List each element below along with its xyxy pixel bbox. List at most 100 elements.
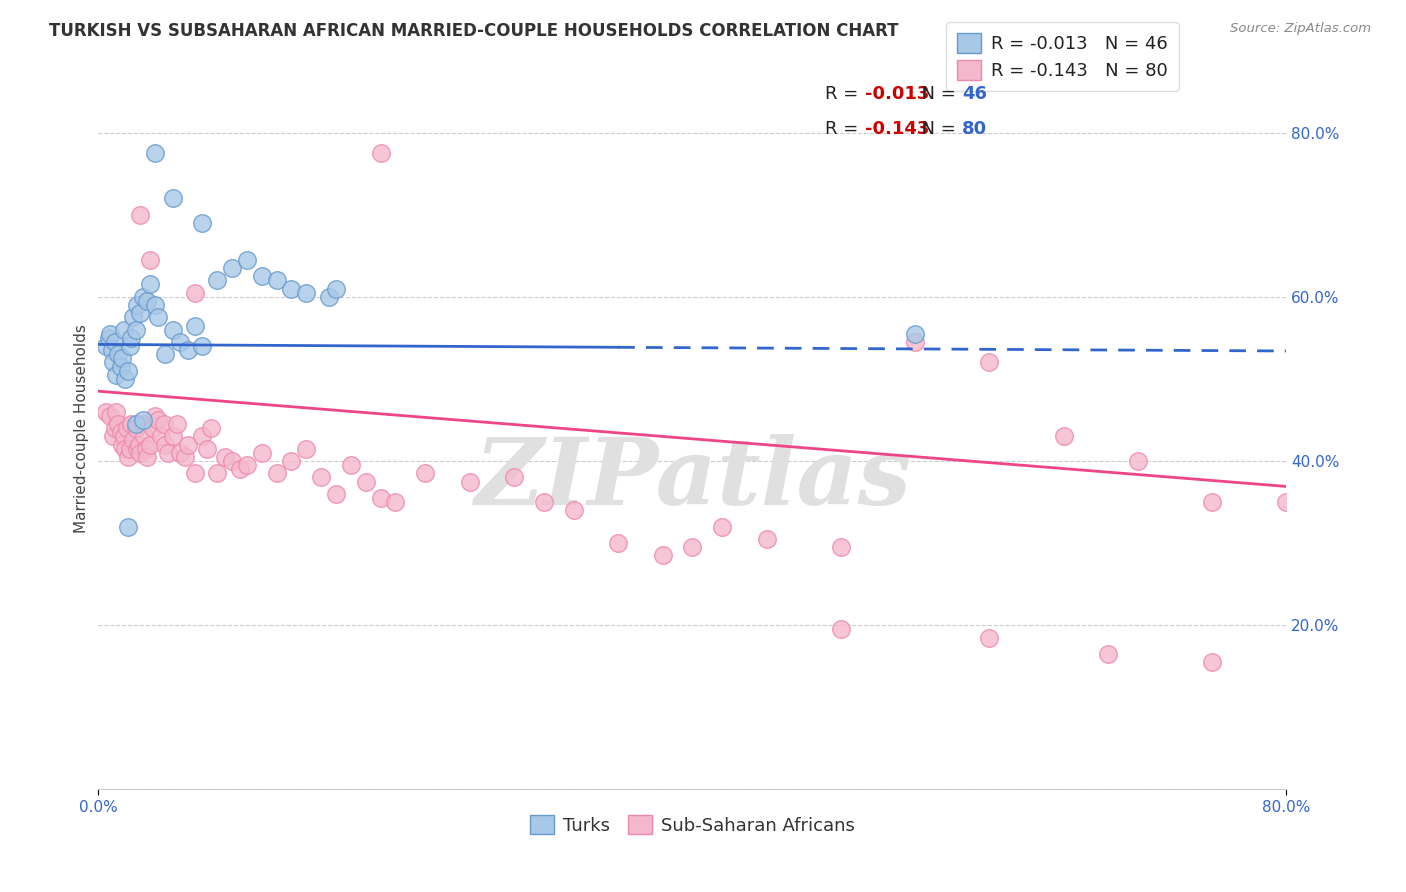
Point: [155, 347, 177, 361]
Point: [98, 409, 121, 423]
Point: [354, 475, 377, 489]
Point: [103, 429, 125, 443]
Point: [1053, 429, 1076, 443]
Point: [205, 273, 228, 287]
Point: [117, 519, 139, 533]
Point: [176, 343, 198, 358]
Point: [139, 437, 162, 451]
Point: [110, 359, 132, 374]
Point: [1201, 655, 1223, 669]
Point: [117, 364, 139, 378]
Point: [149, 429, 172, 443]
Point: [280, 282, 302, 296]
Point: [904, 326, 927, 341]
Point: [681, 540, 703, 554]
Point: [129, 306, 152, 320]
Text: 46: 46: [962, 85, 987, 103]
Point: [904, 334, 927, 349]
Point: [651, 549, 673, 563]
Point: [103, 355, 125, 369]
Point: [146, 310, 169, 325]
Point: [107, 417, 129, 431]
Point: [979, 355, 1001, 369]
Point: [607, 536, 630, 550]
Point: [132, 417, 155, 431]
Point: [94, 405, 117, 419]
Y-axis label: Married-couple Households: Married-couple Households: [75, 324, 89, 533]
Point: [134, 429, 156, 443]
Text: -0.143: -0.143: [865, 120, 929, 138]
Point: [111, 437, 134, 451]
Point: [117, 450, 139, 464]
Point: [115, 421, 138, 435]
Point: [384, 495, 406, 509]
Point: [370, 146, 392, 161]
Point: [142, 421, 165, 435]
Text: R =: R =: [825, 120, 865, 138]
Point: [309, 470, 332, 484]
Point: [124, 323, 146, 337]
Text: N =: N =: [910, 120, 962, 138]
Point: [169, 446, 191, 460]
Point: [200, 421, 222, 435]
Point: [98, 326, 121, 341]
Point: [112, 323, 135, 337]
Point: [191, 339, 214, 353]
Point: [318, 290, 340, 304]
Point: [166, 417, 188, 431]
Point: [105, 405, 128, 419]
Point: [120, 417, 142, 431]
Point: [118, 339, 141, 353]
Point: [120, 331, 142, 345]
Point: [413, 467, 436, 481]
Point: [101, 343, 124, 358]
Point: [124, 421, 146, 435]
Point: [135, 442, 157, 456]
Point: [97, 331, 120, 345]
Point: [325, 282, 347, 296]
Point: [830, 623, 852, 637]
Point: [143, 146, 166, 161]
Point: [191, 216, 214, 230]
Point: [146, 413, 169, 427]
Point: [370, 491, 392, 505]
Point: [139, 277, 162, 292]
Point: [112, 429, 135, 443]
Point: [266, 467, 288, 481]
Point: [325, 487, 347, 501]
Point: [105, 368, 128, 382]
Point: [184, 285, 207, 300]
Point: [205, 467, 228, 481]
Point: [125, 442, 148, 456]
Text: R =: R =: [825, 85, 865, 103]
Point: [1275, 495, 1298, 509]
Point: [340, 458, 363, 472]
Point: [176, 437, 198, 451]
Point: [128, 437, 150, 451]
Point: [250, 269, 273, 284]
Text: Source: ZipAtlas.com: Source: ZipAtlas.com: [1230, 22, 1371, 36]
Point: [162, 429, 184, 443]
Point: [295, 285, 318, 300]
Legend: Turks, Sub-Saharan Africans: Turks, Sub-Saharan Africans: [523, 807, 862, 842]
Point: [125, 298, 148, 312]
Point: [266, 273, 288, 287]
Point: [280, 454, 302, 468]
Text: 80: 80: [962, 120, 987, 138]
Point: [830, 540, 852, 554]
Point: [214, 450, 236, 464]
Point: [114, 372, 136, 386]
Point: [1097, 647, 1119, 661]
Point: [250, 446, 273, 460]
Text: TURKISH VS SUBSAHARAN AFRICAN MARRIED-COUPLE HOUSEHOLDS CORRELATION CHART: TURKISH VS SUBSAHARAN AFRICAN MARRIED-CO…: [49, 22, 898, 40]
Point: [1201, 495, 1223, 509]
Point: [104, 421, 127, 435]
Point: [236, 252, 259, 267]
Point: [228, 462, 250, 476]
Point: [107, 347, 129, 361]
Point: [195, 442, 218, 456]
Text: N =: N =: [910, 85, 962, 103]
Point: [132, 290, 155, 304]
Point: [139, 252, 162, 267]
Point: [136, 450, 159, 464]
